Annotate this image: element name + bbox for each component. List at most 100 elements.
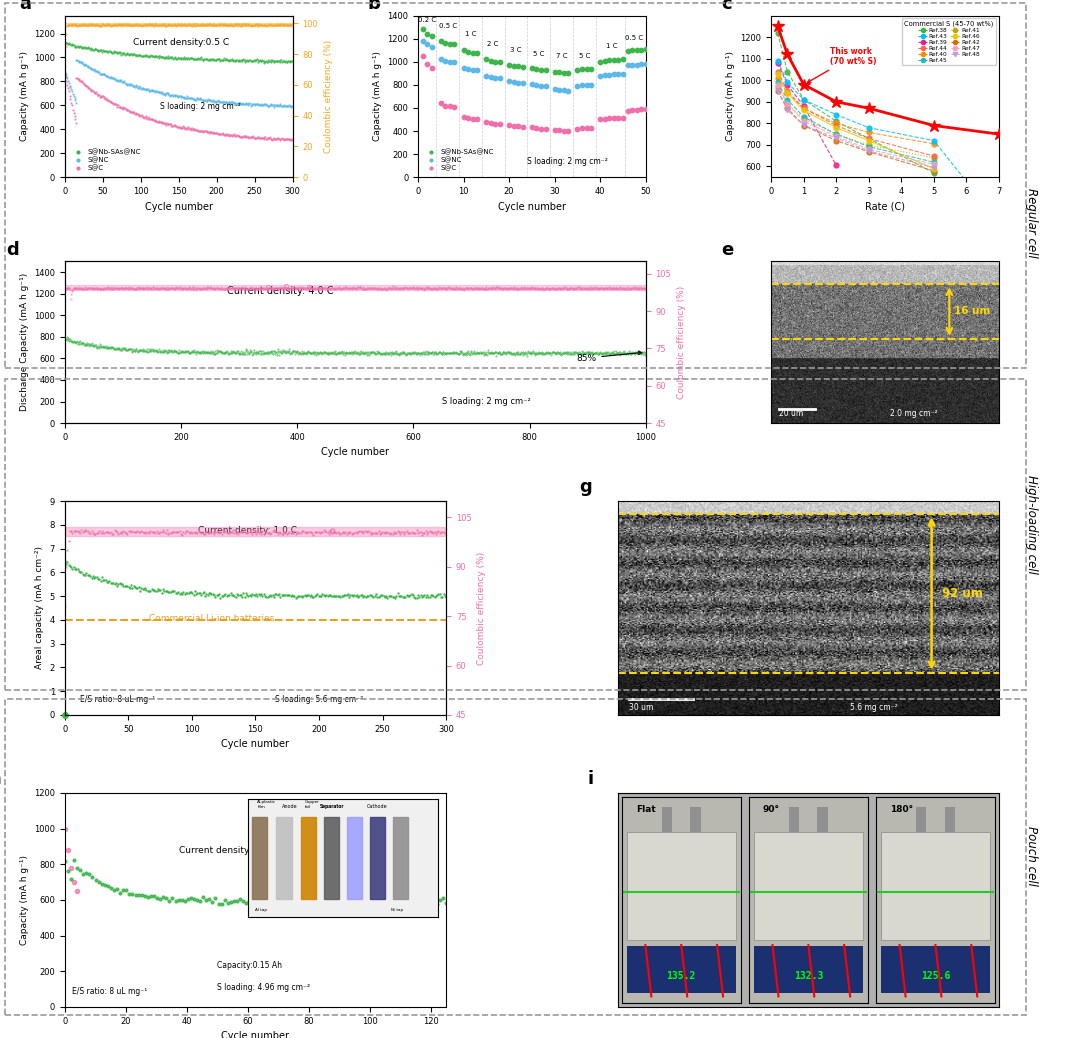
Point bbox=[423, 59, 441, 76]
Point bbox=[423, 28, 441, 45]
Text: i: i bbox=[588, 770, 593, 789]
Text: 3 C: 3 C bbox=[510, 47, 522, 53]
Point bbox=[483, 115, 500, 132]
Text: 5 C: 5 C bbox=[579, 54, 590, 59]
Point bbox=[528, 77, 545, 93]
Text: High-loading cell: High-loading cell bbox=[1025, 474, 1038, 574]
Text: c: c bbox=[721, 0, 731, 13]
Point bbox=[633, 101, 650, 117]
Point bbox=[596, 66, 613, 83]
X-axis label: Rate (C): Rate (C) bbox=[865, 201, 905, 212]
Point bbox=[414, 32, 431, 49]
Text: 2 C: 2 C bbox=[487, 40, 499, 47]
Text: 85%: 85% bbox=[576, 351, 642, 362]
Point bbox=[469, 45, 486, 61]
Point bbox=[619, 43, 636, 59]
Point bbox=[464, 45, 482, 61]
Point bbox=[514, 75, 531, 91]
Point bbox=[559, 65, 577, 82]
Point bbox=[623, 57, 640, 74]
Point bbox=[578, 77, 595, 93]
Point bbox=[500, 56, 517, 73]
Point bbox=[582, 77, 599, 93]
Text: Current density: 0.3 C: Current density: 0.3 C bbox=[179, 846, 279, 855]
Point bbox=[505, 117, 523, 134]
Point bbox=[600, 52, 618, 69]
Point bbox=[592, 53, 609, 70]
Y-axis label: Capacity (mA h g⁻¹): Capacity (mA h g⁻¹) bbox=[19, 855, 28, 945]
Point bbox=[573, 77, 591, 93]
Point bbox=[605, 66, 622, 83]
Point bbox=[600, 66, 618, 83]
Point bbox=[629, 56, 646, 73]
Point bbox=[432, 32, 449, 49]
Point bbox=[528, 119, 545, 136]
Point bbox=[619, 57, 636, 74]
Point bbox=[487, 70, 504, 86]
Point bbox=[459, 61, 476, 78]
Point bbox=[418, 56, 435, 73]
Y-axis label: Capacity (mA h g⁻¹): Capacity (mA h g⁻¹) bbox=[726, 52, 734, 141]
Point bbox=[578, 61, 595, 78]
Point bbox=[418, 26, 435, 43]
Point bbox=[469, 111, 486, 128]
Point bbox=[615, 65, 632, 82]
Text: 0.2 C: 0.2 C bbox=[418, 17, 436, 23]
Point bbox=[615, 51, 632, 67]
Point bbox=[477, 114, 495, 131]
Text: S loading: 2 mg cm⁻²: S loading: 2 mg cm⁻² bbox=[443, 397, 531, 406]
Point bbox=[537, 120, 554, 137]
Point bbox=[500, 73, 517, 89]
Point bbox=[582, 119, 599, 136]
Point bbox=[418, 36, 435, 53]
Text: S loading: 2 mg cm⁻²: S loading: 2 mg cm⁻² bbox=[527, 158, 608, 166]
Point bbox=[569, 120, 586, 137]
Text: E/S ratio: 8 uL mg⁻¹: E/S ratio: 8 uL mg⁻¹ bbox=[80, 695, 156, 704]
Point bbox=[551, 64, 568, 81]
Text: 1 C: 1 C bbox=[606, 44, 618, 49]
Point bbox=[455, 59, 472, 76]
X-axis label: Cycle number: Cycle number bbox=[322, 447, 389, 458]
Point bbox=[551, 82, 568, 99]
Y-axis label: Capacity (mA h g⁻¹): Capacity (mA h g⁻¹) bbox=[19, 52, 28, 141]
Text: This work
(70 wt% S): This work (70 wt% S) bbox=[808, 47, 876, 82]
Point bbox=[524, 60, 541, 77]
Point bbox=[596, 110, 613, 127]
Point bbox=[633, 42, 650, 58]
Point bbox=[605, 52, 622, 69]
Text: 5 C: 5 C bbox=[534, 51, 544, 57]
Point bbox=[537, 78, 554, 94]
Point bbox=[551, 122, 568, 139]
Text: 0.5 C: 0.5 C bbox=[625, 35, 644, 42]
Point bbox=[615, 110, 632, 127]
Point bbox=[491, 70, 509, 86]
Point bbox=[610, 66, 627, 83]
Point bbox=[633, 56, 650, 73]
Point bbox=[487, 53, 504, 70]
Text: d: d bbox=[6, 241, 19, 258]
Point bbox=[455, 108, 472, 125]
X-axis label: Cycle number: Cycle number bbox=[221, 1031, 289, 1038]
Point bbox=[629, 102, 646, 118]
Point bbox=[510, 118, 527, 135]
Point bbox=[555, 82, 572, 99]
Point bbox=[423, 38, 441, 55]
Legend: Ref.38, Ref.43, Ref.39, Ref.44, Ref.40, Ref.45, Ref.41, Ref.46, Ref.42, Ref.47, : Ref.38, Ref.43, Ref.39, Ref.44, Ref.40, … bbox=[902, 19, 996, 65]
Point bbox=[619, 103, 636, 119]
Point bbox=[414, 48, 431, 64]
Point bbox=[459, 110, 476, 127]
Point bbox=[555, 64, 572, 81]
Point bbox=[491, 54, 509, 71]
Point bbox=[600, 110, 618, 127]
Point bbox=[483, 53, 500, 70]
Text: 1 C: 1 C bbox=[464, 31, 476, 37]
Point bbox=[569, 61, 586, 78]
Point bbox=[491, 116, 509, 133]
Text: a: a bbox=[19, 0, 31, 13]
Point bbox=[623, 43, 640, 59]
Text: S loading: 4.96 mg cm⁻²: S loading: 4.96 mg cm⁻² bbox=[217, 983, 310, 991]
Text: Capacity:0.15 Ah: Capacity:0.15 Ah bbox=[217, 961, 282, 971]
Legend: S@Nb-SAs@NC, S@NC, S@C: S@Nb-SAs@NC, S@NC, S@C bbox=[68, 146, 144, 173]
Point bbox=[555, 122, 572, 139]
Point bbox=[483, 69, 500, 85]
